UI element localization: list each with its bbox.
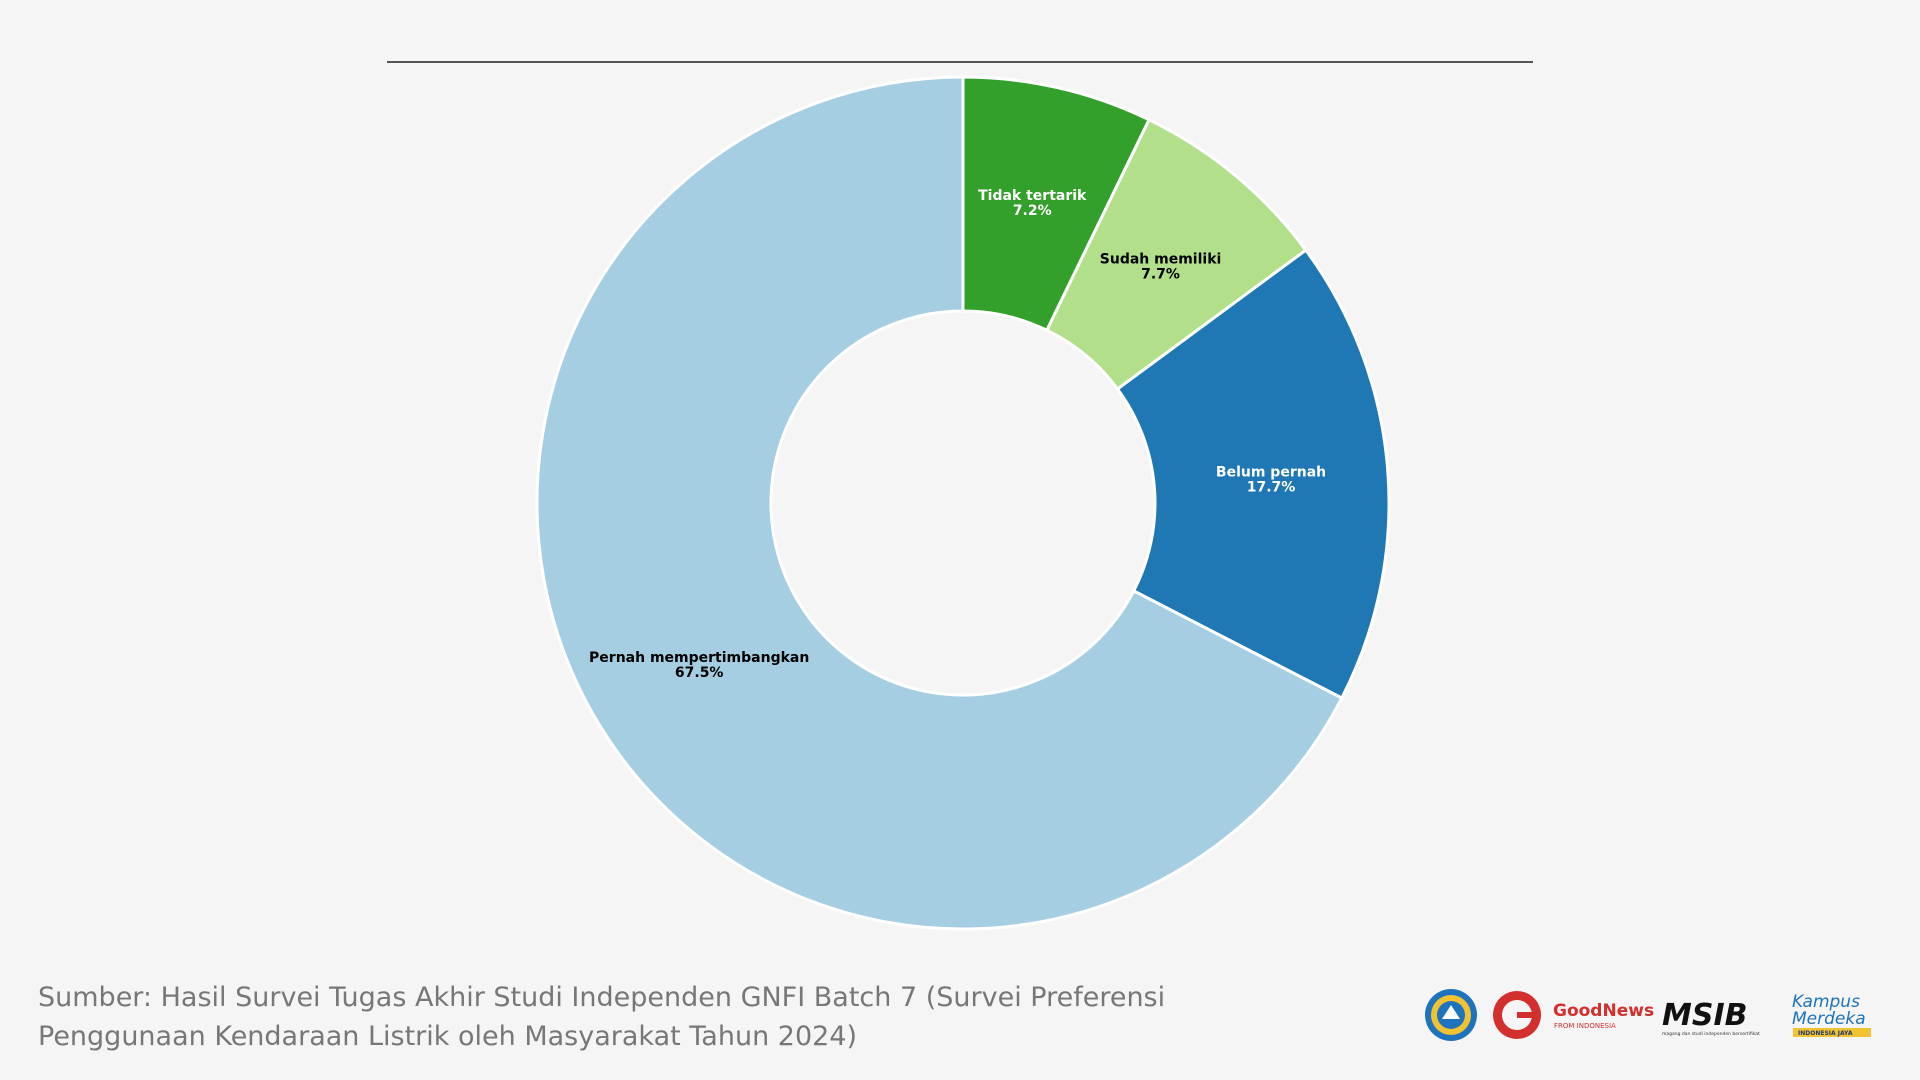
- slice-percent: 7.2%: [1013, 203, 1052, 219]
- msib-subtitle: magang dan studi independen bersertifika…: [1662, 1031, 1760, 1037]
- kampus-merdeka-logo: Kampus Merdeka INDONESIA JAYA: [1792, 992, 1871, 1037]
- labels-group: Tidak tertarik 7.2% Sudah memiliki 7.7% Belu…: [589, 188, 1326, 681]
- slice-label-pernah-mempertimbangkan: Pernah mempertimbangkan 67.5%: [589, 650, 809, 681]
- slice-percent: 7.7%: [1141, 266, 1180, 282]
- kemendikbud-logo: [1425, 989, 1477, 1041]
- slice-label-tidak-tertarik: Tidak tertarik 7.2%: [978, 188, 1087, 219]
- slice-label-belum-pernah: Belum pernah 17.7%: [1216, 464, 1326, 495]
- slice-category: Tidak tertarik: [978, 188, 1087, 204]
- kampus-subtitle: INDONESIA JAYA: [1798, 1030, 1853, 1037]
- slice-category: Belum pernah: [1216, 464, 1326, 480]
- slice-percent: 67.5%: [675, 665, 724, 681]
- partner-logos: GoodNews FROM INDONESIA MSIB magang dan …: [1425, 989, 1871, 1041]
- kampus-line-1: Kampus: [1792, 992, 1860, 1012]
- donut-chart: Tidak tertarik 7.2% Sudah memiliki 7.7% Belu…: [387, 61, 1533, 931]
- slice-percent: 17.7%: [1247, 479, 1296, 495]
- slice-category: Sudah memiliki: [1100, 251, 1222, 267]
- msib-wordmark: MSIB: [1662, 998, 1748, 1033]
- source-note: Sumber: Hasil Survei Tugas Akhir Studi I…: [38, 978, 1218, 1056]
- source-line-2: Penggunaan Kendaraan Listrik oleh Masyar…: [38, 1021, 858, 1052]
- source-line-1: Sumber: Hasil Survei Tugas Akhir Studi I…: [38, 982, 1166, 1013]
- goodnews-wordmark: GoodNews: [1553, 1001, 1654, 1021]
- slices-group: [535, 75, 1391, 931]
- slice-category: Pernah mempertimbangkan: [589, 650, 809, 666]
- goodnews-logo: GoodNews FROM INDONESIA: [1493, 991, 1654, 1039]
- goodnews-subtitle: FROM INDONESIA: [1554, 1022, 1616, 1030]
- slice-label-sudah-memiliki: Sudah memiliki 7.7%: [1100, 251, 1222, 282]
- slice-belum-pernah[interactable]: [1115, 248, 1391, 701]
- msib-logo: MSIB magang dan studi independen bersert…: [1662, 998, 1760, 1037]
- slice-pernah-mempertimbangkan[interactable]: [535, 75, 1344, 931]
- kampus-line-2: Merdeka: [1792, 1009, 1866, 1029]
